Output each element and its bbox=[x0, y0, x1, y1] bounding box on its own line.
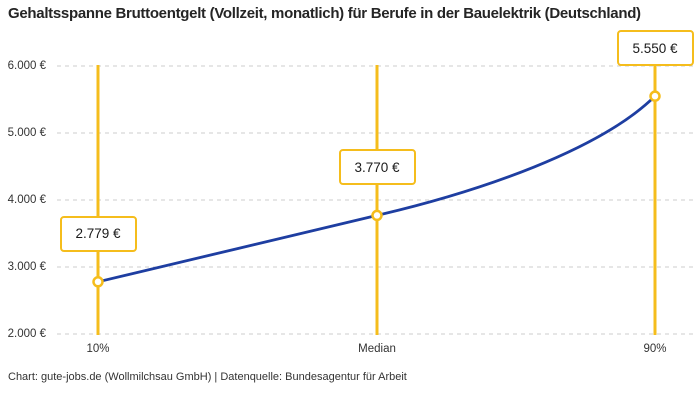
y-tick-label: 6.000 € bbox=[7, 60, 46, 72]
data-point-marker bbox=[371, 209, 383, 222]
data-point-marker bbox=[92, 276, 104, 288]
chart-title: Gehaltsspanne Bruttoentgelt (Vollzeit, m… bbox=[8, 5, 641, 22]
value-label-90%: 5.550 € bbox=[616, 30, 694, 67]
x-tick-label: Median bbox=[358, 343, 396, 355]
chart-footer: Chart: gute-jobs.de (Wollmilchsau GmbH) … bbox=[8, 371, 407, 383]
y-tick-label: 3.000 € bbox=[7, 261, 46, 273]
y-tick-label: 4.000 € bbox=[7, 194, 46, 206]
value-label-10%: 2.779 € bbox=[59, 215, 137, 252]
y-tick-label: 5.000 € bbox=[7, 127, 46, 139]
data-point-marker bbox=[649, 90, 661, 102]
value-label-median: 3.770 € bbox=[338, 149, 416, 186]
y-tick-label: 2.000 € bbox=[7, 328, 46, 340]
x-tick-label: 10% bbox=[86, 343, 110, 355]
x-tick-label: 90% bbox=[643, 343, 667, 355]
